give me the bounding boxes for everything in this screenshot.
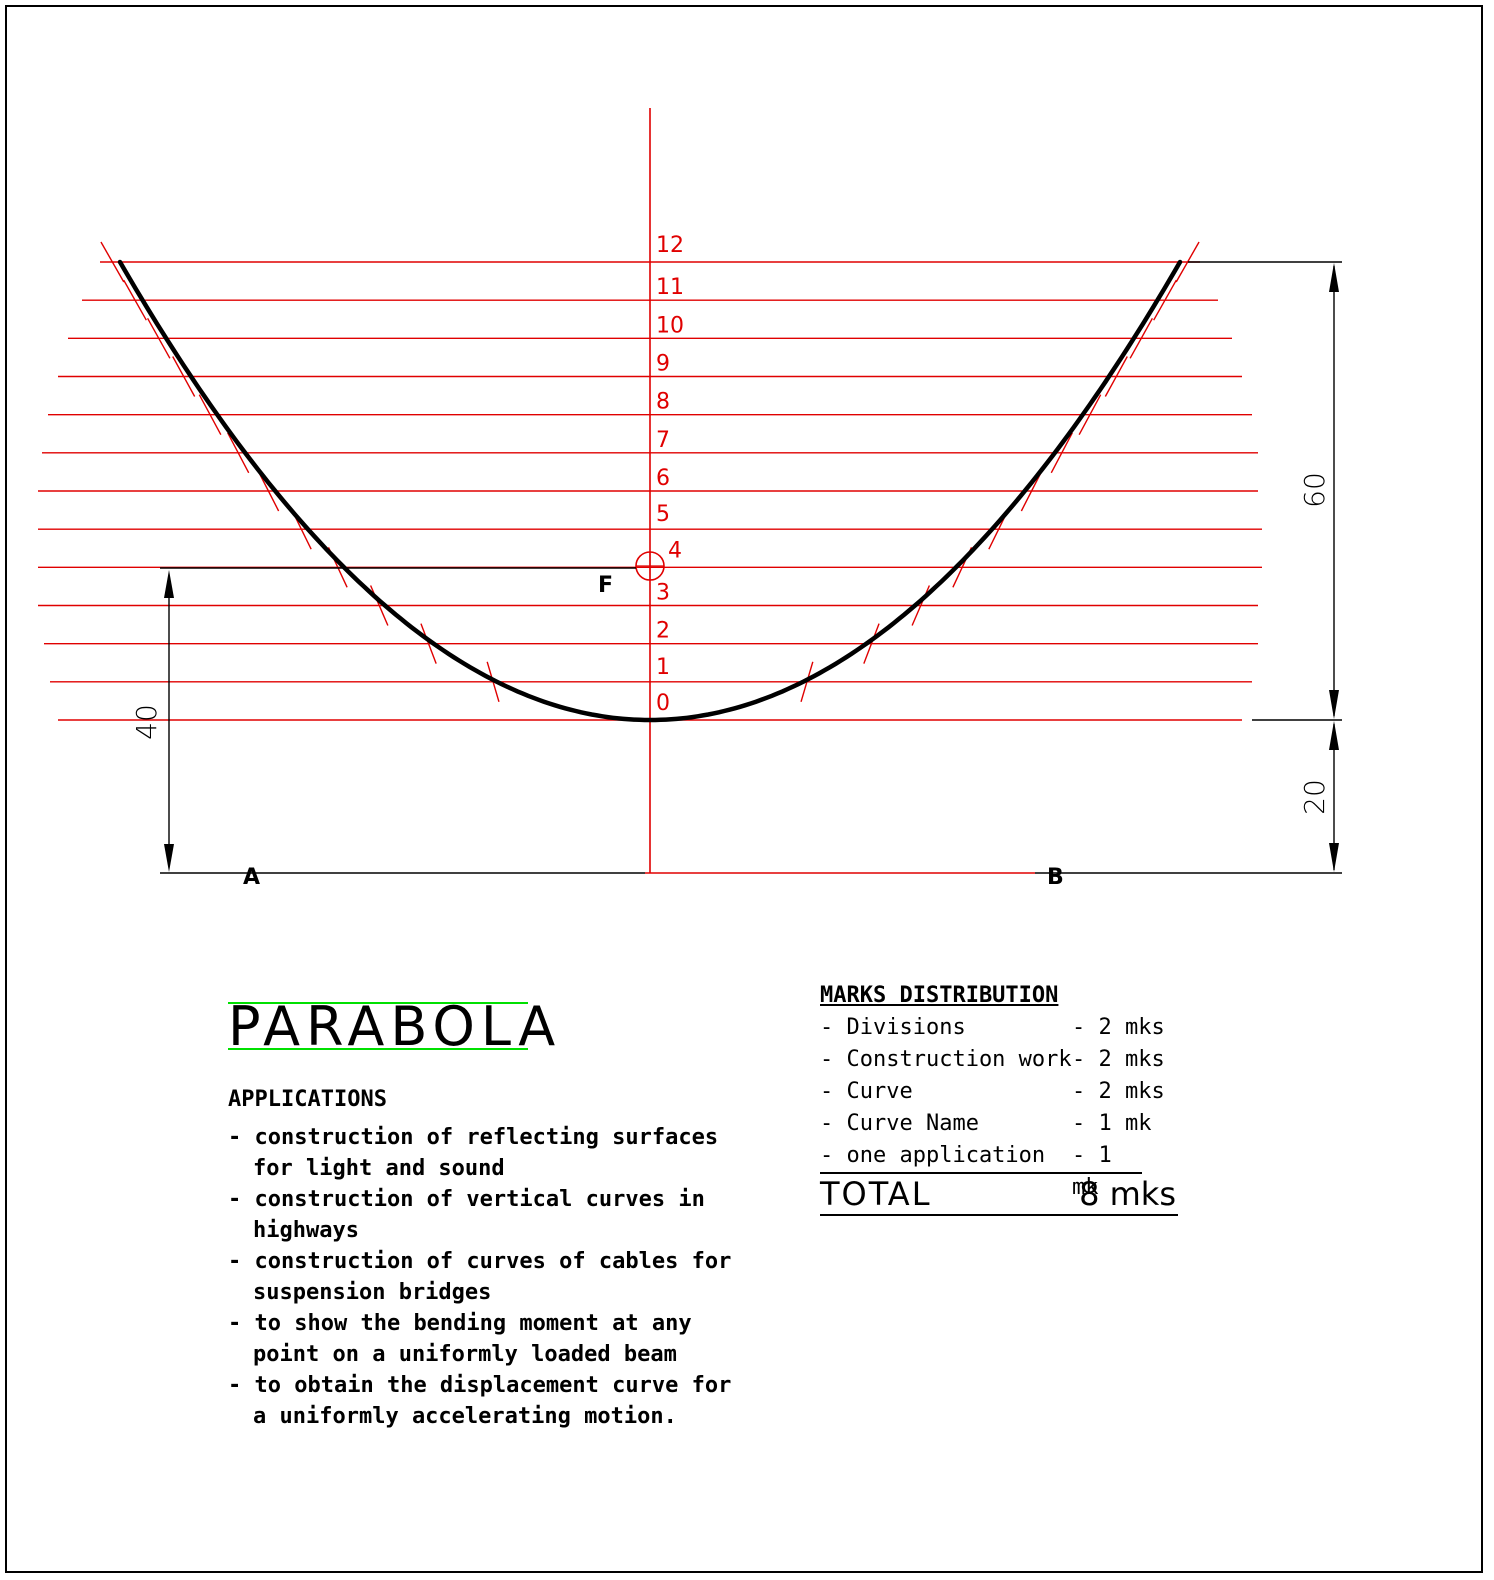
marks-row: - Construction work - 2 mks xyxy=(820,1044,1180,1076)
division-label: 7 xyxy=(656,428,670,453)
arc-tick xyxy=(1020,470,1043,512)
focus-label: F xyxy=(598,573,613,598)
arc-tick xyxy=(1153,279,1177,321)
marks-distribution-table: MARKS DISTRIBUTION - Divisions - 2 mks -… xyxy=(820,980,1180,1216)
application-item: construction of vertical curves in highw… xyxy=(228,1184,748,1246)
applications-heading: APPLICATIONS xyxy=(228,1087,387,1112)
marks-row-value: - 1 mk xyxy=(1072,1143,1112,1200)
marks-row-value: - 2 mks xyxy=(1072,1015,1165,1040)
arc-tick xyxy=(1050,432,1073,474)
division-label: 10 xyxy=(656,313,684,338)
marks-row: - one application - 1 mk xyxy=(820,1140,1142,1200)
applications-section: APPLICATIONS construction of reflecting … xyxy=(228,1086,748,1432)
arc-tick xyxy=(172,356,196,397)
division-label: 3 xyxy=(656,581,670,606)
arc-tick xyxy=(257,470,280,512)
application-item: construction of reflecting surfaces for … xyxy=(228,1122,748,1184)
drawing-sheet-border xyxy=(5,5,1483,1573)
parabola-curve xyxy=(117,259,1183,723)
arc-tick xyxy=(100,241,125,283)
marks-row-label: - Divisions xyxy=(820,1015,966,1040)
application-item: to show the bending moment at any point … xyxy=(228,1308,748,1370)
arc-tick xyxy=(1175,241,1200,283)
applications-list: construction of reflecting surfaces for … xyxy=(228,1122,748,1432)
marks-total-row: TOTAL 8 mks xyxy=(820,1174,1178,1216)
arc-tick xyxy=(123,279,147,321)
marks-row-label: - Construction work xyxy=(820,1047,1072,1072)
marks-row-label: - Curve xyxy=(820,1079,913,1104)
marks-row-label: - Curve Name xyxy=(820,1111,979,1136)
division-label: 9 xyxy=(656,352,670,377)
marks-total-label: TOTAL xyxy=(820,1175,932,1213)
arrow-head-60-bottom xyxy=(1329,690,1339,719)
marks-row-value: - 2 mks xyxy=(1072,1047,1165,1072)
arc-tick xyxy=(911,585,931,626)
division-label: 2 xyxy=(656,619,670,644)
division-label: 11 xyxy=(656,275,684,300)
arc-tick xyxy=(227,432,250,474)
division-label: 5 xyxy=(656,502,670,527)
application-item: construction of curves of cables for sus… xyxy=(228,1246,748,1308)
marks-row-value: - 1 mk xyxy=(1072,1111,1152,1136)
arrow-head-40-bottom xyxy=(164,844,174,872)
arc-ticks xyxy=(100,241,1200,703)
arrow-head-20-top xyxy=(1329,721,1339,750)
arc-tick xyxy=(198,394,222,435)
marks-row: - Divisions - 2 mks xyxy=(820,1012,1180,1044)
division-label: 0 xyxy=(656,691,670,716)
page-title: PARABOLA xyxy=(228,995,562,1058)
marks-row: - Curve Name - 1 mk xyxy=(820,1108,1180,1140)
point-a-label: A xyxy=(243,865,260,890)
dimension-label-60: 60 xyxy=(1298,472,1331,508)
arc-tick xyxy=(1104,356,1128,397)
division-label: 6 xyxy=(656,466,670,491)
title-rule-top xyxy=(228,1002,528,1004)
division-label: 4 xyxy=(668,538,682,563)
arc-tick xyxy=(1129,317,1154,359)
marks-total-value: 8 mks xyxy=(1079,1175,1176,1213)
arc-tick xyxy=(369,585,389,626)
arrow-head-40-top xyxy=(164,570,174,598)
arc-tick xyxy=(146,317,171,359)
title-rule-bottom xyxy=(228,1048,528,1050)
dimension-label-20: 20 xyxy=(1298,779,1331,815)
arrow-head-60-top xyxy=(1329,263,1339,292)
application-item: to obtain the displacement curve for a u… xyxy=(228,1370,748,1432)
arc-tick xyxy=(863,623,880,664)
arc-tick xyxy=(1078,394,1102,435)
division-label: 12 xyxy=(656,233,684,258)
marks-heading: MARKS DISTRIBUTION xyxy=(820,983,1059,1008)
marks-row-value: - 2 mks xyxy=(1072,1079,1165,1104)
division-label: 8 xyxy=(656,390,670,415)
point-b-label: B xyxy=(1047,865,1064,890)
division-label: 1 xyxy=(656,655,670,680)
arrow-head-20-bottom xyxy=(1329,843,1339,872)
arc-tick xyxy=(420,623,437,664)
marks-row: - Curve - 2 mks xyxy=(820,1076,1180,1108)
marks-row-label: - one application xyxy=(820,1143,1046,1168)
dimension-label-40: 40 xyxy=(130,704,163,740)
